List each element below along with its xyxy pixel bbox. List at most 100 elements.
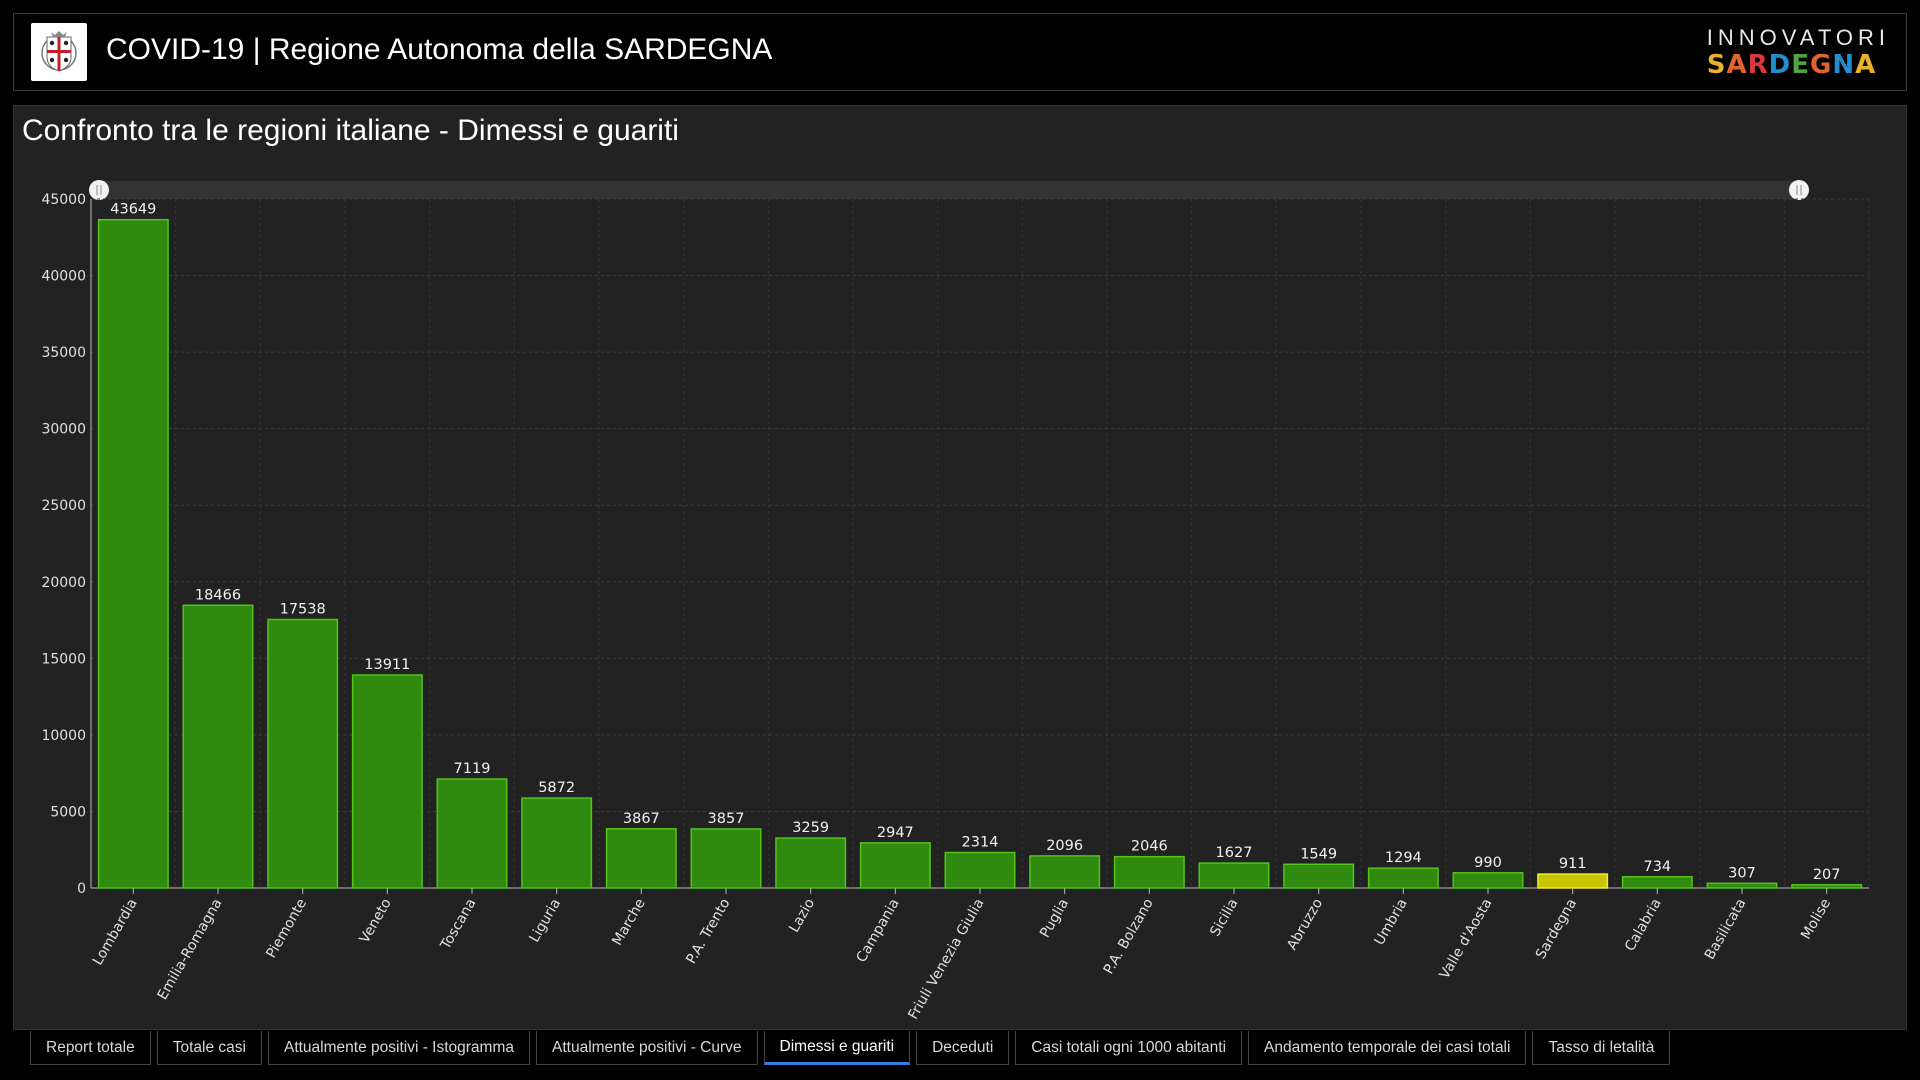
bar-toscana[interactable] [436,778,508,889]
bar-value-label: 734 [1643,859,1671,875]
bar-value-label: 1627 [1216,845,1253,861]
tab-label: Attualmente positivi - Istogramma [283,1038,514,1056]
brand-bottom-text: SARDEGNA [1707,50,1890,80]
bar-value-label: 3259 [792,820,829,836]
x-tick-label: Puglia [1037,896,1072,941]
tab-label: Dimessi e guariti [779,1037,895,1055]
bar-liguria[interactable] [521,797,593,889]
x-tick-label: Abruzzo [1284,896,1326,953]
brand-letter: E [1791,50,1810,80]
brand-letter: G [1810,50,1833,80]
x-tick-label: Calabria [1622,896,1665,954]
range-slider-left-handle[interactable] [89,180,109,200]
app-title: COVID-19 | Regione Autonoma della SARDEG… [106,33,773,66]
bar-value-label: 307 [1728,865,1756,881]
tab-label: Andamento temporale dei casi totali [1264,1038,1511,1056]
bar-value-label: 3857 [708,811,745,827]
tab-6[interactable]: Casi totali ogni 1000 abitanti [1015,1031,1243,1065]
x-tick-label: Umbria [1371,896,1410,948]
bar-value-label: 1549 [1300,846,1337,862]
bar-puglia[interactable] [1029,855,1101,889]
bar-friuli-venezia-giulia[interactable] [944,851,1016,889]
sardinia-crest-logo [31,23,87,81]
bar-value-label: 2096 [1046,838,1083,854]
y-tick-label: 5000 [50,804,86,820]
bar-sicilia[interactable] [1198,862,1270,889]
bar-basilicata[interactable] [1706,882,1778,889]
bar-piemonte[interactable] [267,618,339,889]
brand-letter: S [1706,50,1727,80]
bar-chart: 0 5000 10000 15000 20000 25000 30000 35000 40000… [41,180,1870,1022]
bar-lombardia[interactable] [97,218,169,889]
tab-1[interactable]: Totale casi [156,1031,262,1065]
innovatori-sardegna-logo: INNOVATORI SARDEGNA [1707,26,1890,81]
x-tick-label: Liguria [526,896,564,945]
y-tick-label: 25000 [41,498,86,514]
tab-label: Attualmente positivi - Curve [552,1038,742,1056]
tab-3[interactable]: Attualmente positivi - Curve [536,1031,758,1065]
y-tick-label: 10000 [41,728,86,744]
brand-letter: A [1855,50,1877,80]
bar-valle-d-aosta[interactable] [1452,872,1524,889]
tab-8[interactable]: Tasso di letalità [1532,1031,1671,1065]
bar-marche[interactable] [605,828,677,889]
x-tick-label: Campania [854,896,903,965]
bar-calabria[interactable] [1621,876,1693,889]
x-tick-label: Friuli Venezia Giulia [905,896,987,1022]
bar-p-a-trento[interactable] [690,828,762,889]
tab-7[interactable]: Andamento temporale dei casi totali [1248,1031,1527,1065]
bar-lazio[interactable] [775,837,847,889]
x-tick-label: Lazio [786,896,818,935]
brand-letter: A [1726,50,1748,80]
bar-umbria[interactable] [1367,867,1439,889]
y-tick-label: 30000 [41,422,86,438]
brand-letter: N [1832,50,1856,80]
y-tick-label: 15000 [41,651,86,667]
tab-label: Casi totali ogni 1000 abitanti [1031,1038,1227,1056]
bar-campania[interactable] [859,842,931,889]
x-tick-label: Emilia-Romagna [155,896,226,1003]
bar-value-label: 17538 [280,601,326,617]
bar-value-label: 911 [1559,856,1587,872]
x-tick-label: Marche [609,896,649,948]
x-tick-label: Molise [1798,896,1834,942]
chart-title: Confronto tra le regioni italiane - Dime… [22,114,679,147]
bar-molise[interactable] [1791,884,1863,889]
bar-sardegna[interactable] [1537,873,1609,889]
x-tick-label: Piemonte [263,896,310,961]
x-tick-label: Toscana [437,896,479,953]
x-tick-label: Sardegna [1533,896,1580,962]
bar-value-label: 207 [1813,867,1841,883]
x-tick-label: Valle d'Aosta [1437,896,1496,982]
y-tick-label: 40000 [41,269,86,285]
tab-5[interactable]: Deceduti [916,1031,1010,1065]
bar-abruzzo[interactable] [1283,863,1355,889]
tab-2[interactable]: Attualmente positivi - Istogramma [267,1031,530,1065]
bar-value-label: 13911 [364,657,410,673]
bar-value-label: 18466 [195,587,241,603]
bar-value-label: 1294 [1385,850,1422,866]
bar-value-label: 2046 [1131,839,1168,855]
tab-4[interactable]: Dimessi e guariti [763,1031,911,1065]
bar-value-label: 43649 [110,202,156,218]
bar-p-a-bolzano[interactable] [1113,855,1185,889]
app-header: COVID-19 | Regione Autonoma della SARDEG… [13,13,1907,91]
x-tick-label: Veneto [357,896,395,946]
y-tick-label: 20000 [41,575,86,591]
range-slider-track [99,181,1799,199]
tab-label: Totale casi [172,1038,246,1056]
bar-value-label: 3867 [623,811,660,827]
bar-value-label: 2314 [962,835,999,851]
brand-letter: D [1768,50,1792,80]
y-tick-label: 0 [77,881,86,897]
brand-letter: R [1747,50,1769,80]
bar-emilia-romagna[interactable] [182,604,254,889]
bar-value-label: 2947 [877,825,914,841]
y-tick-label: 35000 [41,345,86,361]
x-tick-label: Lombardia [90,896,141,968]
range-slider-right-handle[interactable] [1789,180,1809,200]
tab-0[interactable]: Report totale [30,1031,151,1065]
bar-veneto[interactable] [351,674,423,889]
x-tick-label: P.A. Bolzano [1101,896,1157,977]
bar-value-label: 5872 [538,780,575,796]
